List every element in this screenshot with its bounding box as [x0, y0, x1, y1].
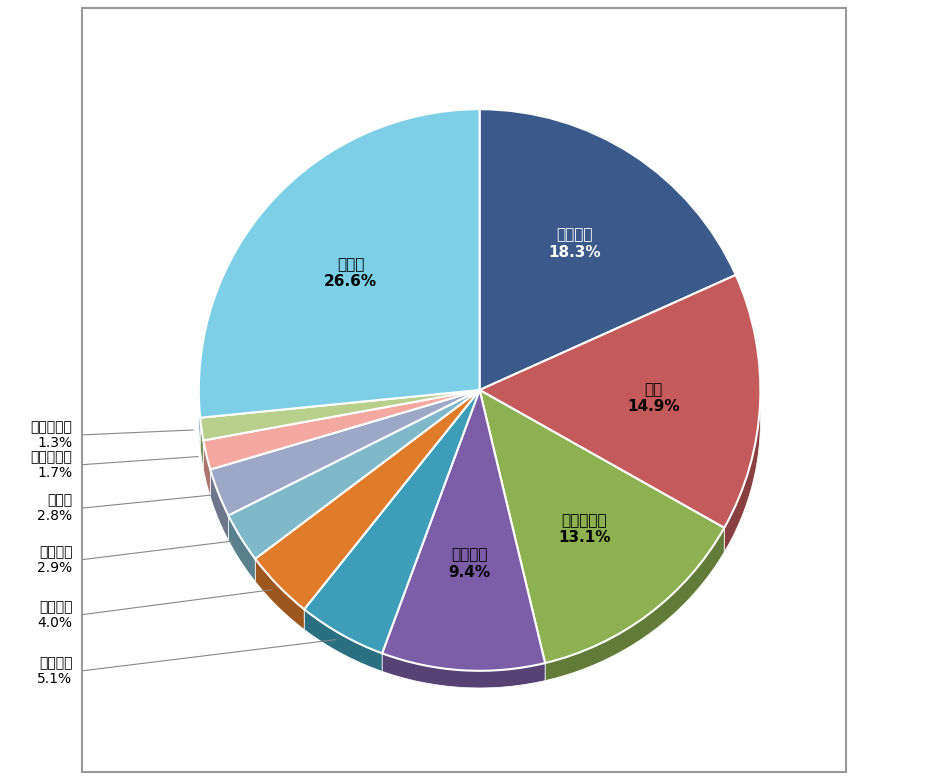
Wedge shape — [198, 109, 479, 418]
Wedge shape — [203, 390, 479, 470]
Text: 浅間白桃
2.9%: 浅間白桃 2.9% — [37, 544, 72, 575]
Text: 清水白桃
4.0%: 清水白桃 4.0% — [37, 600, 72, 630]
Polygon shape — [544, 521, 723, 681]
Text: なつっこ
5.1%: なつっこ 5.1% — [37, 656, 72, 686]
Wedge shape — [479, 109, 735, 390]
Wedge shape — [200, 390, 479, 441]
Text: 川中島白桃
13.1%: 川中島白桃 13.1% — [558, 512, 610, 545]
Wedge shape — [382, 390, 544, 671]
Wedge shape — [210, 390, 479, 516]
Polygon shape — [228, 509, 255, 582]
Text: 白鼳
14.9%: 白鼳 14.9% — [627, 381, 679, 414]
Text: 日川白鼳
9.4%: 日川白鼳 9.4% — [448, 548, 489, 580]
Polygon shape — [210, 466, 228, 541]
Text: みさか白鼳
1.3%: みさか白鼳 1.3% — [31, 420, 72, 450]
Text: その他
26.6%: その他 26.6% — [324, 257, 376, 289]
Polygon shape — [255, 551, 304, 629]
Polygon shape — [203, 438, 210, 497]
Polygon shape — [198, 378, 200, 448]
Text: まどか
2.8%: まどか 2.8% — [37, 493, 72, 523]
Polygon shape — [304, 598, 382, 672]
Wedge shape — [479, 390, 723, 663]
Polygon shape — [200, 417, 203, 469]
Polygon shape — [382, 640, 544, 688]
Wedge shape — [228, 390, 479, 558]
Polygon shape — [723, 378, 759, 552]
Text: 加納岩白桃
1.7%: 加納岩白桃 1.7% — [31, 450, 72, 480]
Wedge shape — [304, 390, 479, 654]
Wedge shape — [479, 275, 759, 528]
Text: あかつき
18.3%: あかつき 18.3% — [547, 228, 600, 260]
Wedge shape — [255, 390, 479, 609]
